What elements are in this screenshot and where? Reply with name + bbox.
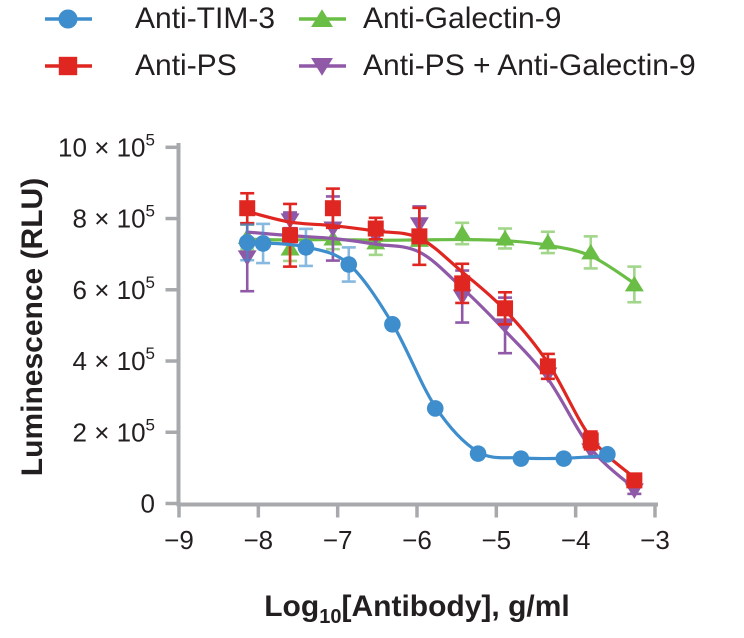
triangle-down-marker	[311, 57, 333, 76]
legend-label-anti-galectin-9: Anti-Galectin-9	[363, 2, 561, 35]
legend-label-anti-tim-3: Anti-TIM-3	[135, 2, 275, 35]
triangle-down-marker	[495, 318, 515, 334]
square-marker	[324, 200, 341, 217]
legend-item-anti-tim-3: Anti-TIM-3	[45, 2, 275, 35]
circle-marker	[555, 450, 573, 467]
x-tick-label: −8	[244, 525, 274, 555]
legend-item-anti-galectin-9: Anti-Galectin-9	[299, 2, 561, 35]
legend: Anti-TIM-3 Anti-Galectin-9 Anti-PS Anti-PS …	[45, 2, 696, 82]
square-marker	[282, 227, 299, 244]
circle-marker	[599, 446, 616, 463]
y-tick-label: 6 × 105	[73, 273, 155, 305]
fit-curve-anti-ps	[245, 209, 636, 480]
circle-marker	[512, 450, 530, 467]
legend-label-anti-ps: Anti-PS	[135, 49, 237, 82]
triangle-up-marker	[495, 229, 515, 246]
y-tick-label: 0	[141, 489, 155, 519]
series-anti-tim-3	[238, 222, 616, 467]
y-tick-label: 10 × 105	[58, 130, 155, 162]
series-anti-ps-anti-galectin-9	[237, 195, 644, 499]
legend-item-anti-ps: Anti-PS	[45, 49, 237, 82]
series-anti-ps	[239, 187, 643, 489]
legend-item-anti-ps-anti-galectin-9: Anti-PS + Anti-Galectin-9	[299, 49, 696, 82]
y-tick-label: 8 × 105	[73, 202, 155, 234]
fit-curve-anti-galectin-9	[245, 237, 636, 285]
x-tick-label: −4	[561, 525, 591, 555]
circle-marker	[297, 239, 315, 256]
y-axis-title: Luminescence (RLU)	[16, 178, 49, 476]
triangle-up-marker	[581, 243, 601, 260]
triangle-up-marker	[452, 225, 472, 241]
x-tick-label: −3	[640, 525, 670, 555]
y-tick-label: 2 × 105	[73, 415, 155, 447]
circle-marker	[340, 256, 358, 273]
square-marker	[582, 432, 599, 449]
x-axis-title: Log10[Antibody], g/ml	[264, 590, 570, 628]
fit-curve-anti-tim-3	[245, 240, 609, 461]
square-marker	[539, 358, 556, 375]
error-bars-anti-ps	[240, 187, 642, 486]
circle-marker	[426, 400, 444, 417]
circle-marker	[254, 235, 272, 252]
square-marker	[454, 275, 471, 292]
circle-marker	[384, 316, 401, 333]
x-tick-label: −6	[402, 525, 432, 555]
fit-curve-anti-ps-anti-galectin-9	[245, 230, 636, 491]
x-tick-label: −9	[164, 525, 194, 555]
circle-marker	[469, 445, 487, 462]
circle-marker	[238, 234, 256, 251]
triangle-up-marker	[538, 233, 558, 250]
square-marker	[239, 200, 256, 217]
y-tick-label: 4 × 105	[73, 344, 155, 376]
legend-label-anti-ps-anti-galectin-9: Anti-PS + Anti-Galectin-9	[363, 49, 696, 82]
square-marker	[58, 56, 78, 76]
x-tick-label: −7	[323, 525, 353, 555]
triangle-up-marker	[624, 275, 644, 292]
triangle-up-marker	[311, 9, 333, 28]
x-tick-label: −5	[481, 525, 511, 555]
circle-marker	[58, 9, 78, 29]
square-marker	[411, 228, 428, 245]
square-marker	[497, 300, 514, 317]
square-marker	[626, 472, 643, 489]
square-marker	[367, 220, 384, 237]
